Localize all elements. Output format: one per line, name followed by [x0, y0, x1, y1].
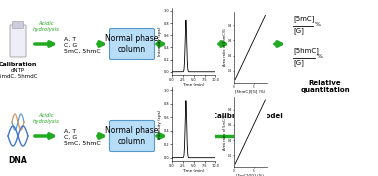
- FancyBboxPatch shape: [10, 25, 26, 57]
- Y-axis label: Area ratio of 5hmC/G: Area ratio of 5hmC/G: [223, 29, 227, 66]
- Text: Normal phase
column: Normal phase column: [105, 34, 159, 54]
- X-axis label: Time (min): Time (min): [183, 169, 205, 173]
- Text: Relative
quantitation: Relative quantitation: [300, 80, 350, 93]
- FancyBboxPatch shape: [110, 121, 155, 152]
- X-axis label: [5mC]/[G] (%): [5mC]/[G] (%): [236, 174, 264, 176]
- Y-axis label: Area ratio of 5mC/G: Area ratio of 5mC/G: [223, 114, 227, 150]
- Text: Calibration model: Calibration model: [212, 113, 282, 119]
- Text: [5mC]: [5mC]: [293, 15, 314, 22]
- Text: Calibration: Calibration: [0, 62, 37, 67]
- Text: C, G: C, G: [64, 135, 77, 140]
- Text: 5mdC, 5hmdC: 5mdC, 5hmdC: [0, 74, 38, 79]
- Text: [G]: [G]: [293, 59, 304, 66]
- Text: Acidic
hydrolysis: Acidic hydrolysis: [33, 21, 59, 32]
- Text: Acidic
hydrolysis: Acidic hydrolysis: [33, 113, 59, 124]
- FancyBboxPatch shape: [12, 21, 23, 29]
- X-axis label: Time (min): Time (min): [183, 83, 205, 87]
- Text: A, T: A, T: [64, 129, 76, 134]
- Y-axis label: Intensity (cps): Intensity (cps): [158, 27, 162, 56]
- Text: [G]: [G]: [293, 27, 304, 34]
- Text: A, T: A, T: [64, 37, 76, 42]
- Text: 5mC, 5hmC: 5mC, 5hmC: [64, 49, 101, 54]
- Text: DNA: DNA: [9, 156, 27, 165]
- Text: 5mC, 5hmC: 5mC, 5hmC: [64, 141, 101, 146]
- Y-axis label: Intensity (cps): Intensity (cps): [158, 109, 162, 139]
- Text: C, G: C, G: [64, 43, 77, 48]
- Text: dNTP: dNTP: [11, 68, 25, 73]
- Text: %: %: [317, 55, 323, 59]
- X-axis label: [5hmC]/[G] (%): [5hmC]/[G] (%): [235, 89, 265, 93]
- Text: Normal phase
column: Normal phase column: [105, 126, 159, 146]
- Text: [5hmC]: [5hmC]: [293, 47, 319, 54]
- FancyBboxPatch shape: [110, 29, 155, 59]
- Text: %: %: [315, 21, 321, 27]
